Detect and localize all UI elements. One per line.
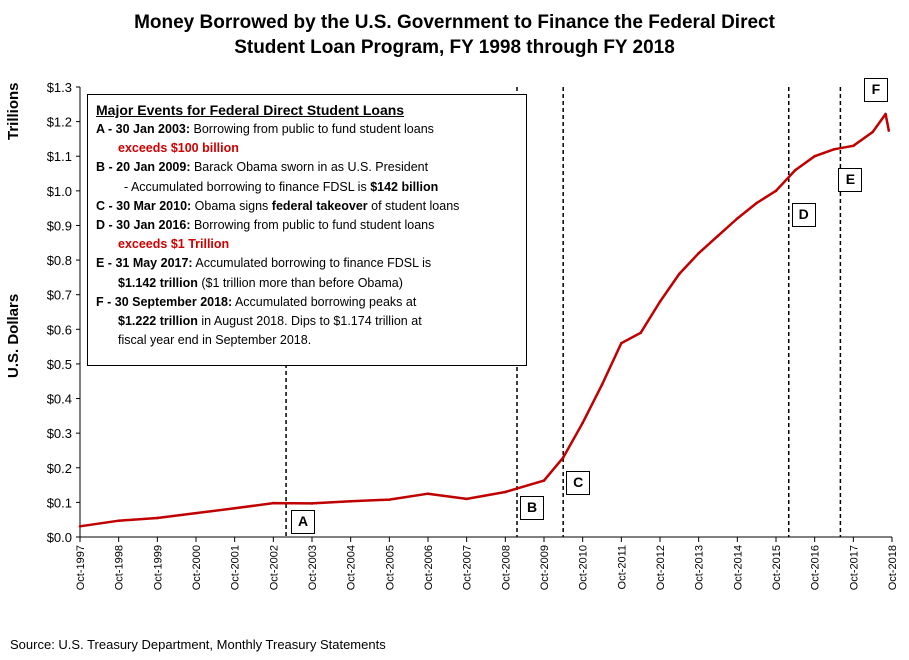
chart-title-line1: Money Borrowed by the U.S. Government to… — [134, 12, 775, 33]
data-point — [600, 383, 604, 386]
event-marker-f: F — [863, 78, 888, 102]
data-point — [697, 251, 700, 255]
x-tick-label: Oct-1998 — [114, 545, 126, 590]
series-group — [78, 112, 891, 528]
data-point — [542, 479, 546, 482]
x-tick-label: Oct-2016 — [810, 545, 822, 590]
event-a-detail: exceeds $100 billion — [118, 141, 239, 156]
y-tick-label: $0.8 — [47, 253, 72, 268]
data-point — [755, 201, 758, 205]
data-point — [884, 112, 887, 116]
y-tick-label: $0.1 — [47, 495, 72, 510]
data-point — [156, 516, 159, 520]
data-point — [310, 502, 314, 505]
event-c: C - 30 Mar 2010: Obama signs federal tak… — [96, 198, 460, 213]
axes: $0.0 $0.1 $0.2 $0.3 $0.4 $0.5 $0.6 $0.7 $0.8 $0.9… — [47, 80, 899, 590]
data-point — [272, 501, 275, 505]
event-marker-e: E — [838, 168, 863, 192]
y-tick-label: $0.2 — [47, 461, 72, 476]
events-legend-box: Major Events for Federal Direct Student … — [87, 94, 527, 366]
data-point — [774, 189, 778, 193]
y-tick-label: $1.0 — [47, 184, 72, 199]
y-tick-label: $0.5 — [47, 357, 72, 372]
data-point — [465, 497, 468, 501]
y-tick-label: $1.1 — [47, 149, 72, 164]
data-point — [349, 500, 352, 503]
x-tick-label: Oct-2001 — [230, 545, 242, 590]
event-marker-d: D — [791, 203, 816, 227]
data-point — [639, 331, 642, 335]
x-tick-label: Oct-2013 — [694, 545, 706, 590]
data-point — [388, 498, 391, 501]
data-point — [852, 144, 855, 148]
y-tick-label: $0.4 — [47, 392, 72, 407]
event-f-detail2: fiscal year end in September 2018. — [118, 333, 312, 348]
x-tick-label: Oct-1997 — [75, 545, 87, 590]
event-marker-a: A — [291, 510, 316, 534]
data-point — [736, 217, 739, 220]
event-f: F - 30 September 2018: Accumulated borro… — [96, 294, 417, 309]
event-f-detail: $1.222 trillion in August 2018. Dips to … — [118, 314, 422, 329]
x-tick-label: Oct-2012 — [655, 545, 667, 590]
x-tick-label: Oct-2015 — [771, 545, 783, 590]
data-point — [426, 492, 430, 496]
data-point — [658, 300, 662, 303]
events-header: Major Events for Federal Direct Student … — [96, 102, 405, 118]
x-tick-label: Oct-2007 — [462, 545, 474, 590]
y-tick-label: $1.3 — [47, 80, 72, 95]
data-point — [504, 490, 507, 494]
data-point — [716, 234, 720, 238]
x-tick-label: Oct-2002 — [268, 545, 280, 590]
data-point — [194, 511, 198, 515]
event-e-detail: $1.142 trillion ($1 trillion more than b… — [118, 275, 403, 290]
event-b: B - 20 Jan 2009: Barack Obama sworn in a… — [96, 160, 429, 175]
x-tick-label: Oct-2018 — [887, 545, 899, 590]
chart-title: Money Borrowed by the U.S. Government to… — [0, 10, 909, 60]
event-b-detail: - Accumulated borrowing to finance FDSL … — [124, 179, 439, 194]
chart-title-line2: Student Loan Program, FY 1998 through FY… — [234, 37, 675, 58]
event-marker-c: C — [566, 471, 591, 495]
x-tick-label: Oct-2011 — [616, 545, 628, 589]
y-tick-label: $0.9 — [47, 218, 72, 233]
series-line — [79, 112, 891, 528]
x-tick-label: Oct-1999 — [152, 545, 164, 590]
data-point — [620, 341, 623, 345]
data-point — [562, 456, 565, 459]
data-point — [832, 148, 836, 151]
x-tick-label: Oct-2000 — [191, 545, 203, 590]
event-d-detail: exceeds $1 Trillion — [118, 237, 230, 252]
x-tick-label: Oct-2010 — [578, 545, 590, 590]
source-note: Source: U.S. Treasury Department, Monthl… — [10, 637, 386, 652]
data-point — [117, 519, 120, 523]
event-a: A - 30 Jan 2003: Borrowing from public t… — [96, 122, 434, 136]
data-point — [871, 130, 874, 134]
y-tick-label: $0.0 — [47, 530, 72, 545]
data-point — [78, 524, 82, 528]
x-tick-label: Oct-2004 — [346, 545, 358, 590]
data-point — [581, 421, 584, 425]
data-point — [887, 129, 891, 132]
event-e: E - 31 May 2017: Accumulated borrowing t… — [96, 256, 432, 271]
data-point — [813, 154, 816, 158]
x-tick-label: Oct-2017 — [848, 545, 860, 590]
event-d: D - 30 Jan 2016: Borrowing from public t… — [96, 218, 435, 233]
data-point — [794, 168, 797, 172]
x-tick-label: Oct-2006 — [423, 545, 435, 590]
x-tick-label: Oct-2003 — [307, 545, 319, 590]
x-tick-label: Oct-2009 — [539, 545, 551, 590]
x-tick-label: Oct-2008 — [500, 545, 512, 590]
y-tick-label: $0.3 — [47, 426, 72, 441]
x-tick-label: Oct-2005 — [384, 545, 396, 590]
y-tick-label: $0.7 — [47, 288, 72, 303]
x-tick-label: Oct-2014 — [732, 545, 744, 590]
y-tick-label: $1.2 — [47, 115, 72, 130]
event-marker-b: B — [520, 496, 544, 520]
y-tick-label: $0.6 — [47, 322, 72, 337]
data-point — [233, 506, 236, 510]
data-point — [678, 272, 681, 276]
